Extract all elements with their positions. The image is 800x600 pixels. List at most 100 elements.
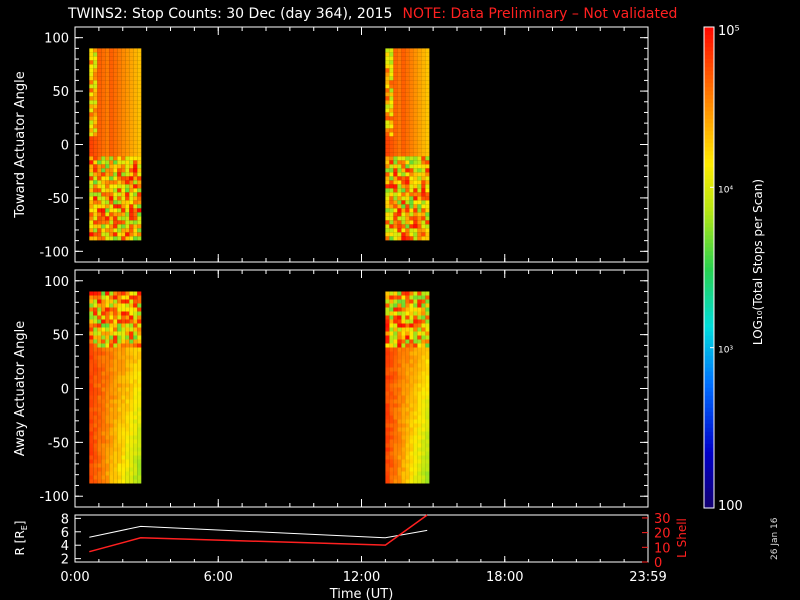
heatmap-cell xyxy=(129,88,134,93)
heatmap-cell xyxy=(409,92,414,97)
heatmap-cell xyxy=(425,128,430,133)
heatmap-cell xyxy=(421,116,426,121)
colorbar-segment xyxy=(704,283,714,289)
heatmap-cell xyxy=(125,104,130,109)
heatmap-cell xyxy=(389,116,394,121)
heatmap-cell xyxy=(117,463,122,468)
heatmap-cell xyxy=(93,56,98,61)
heatmap-cell xyxy=(133,236,138,241)
heatmap-cell xyxy=(413,236,418,241)
heatmap-cell xyxy=(121,327,126,332)
heatmap-cell xyxy=(385,319,390,324)
r-tick-label: 2 xyxy=(61,553,69,568)
heatmap-cell xyxy=(409,383,414,388)
heatmap-cell xyxy=(133,200,138,205)
heatmap-cell xyxy=(389,371,394,376)
heatmap-cell xyxy=(97,383,102,388)
heatmap-cell xyxy=(385,108,390,113)
heatmap-cell xyxy=(125,216,130,221)
heatmap-cell xyxy=(125,415,130,420)
heatmap-cell xyxy=(117,291,122,296)
heatmap-cell xyxy=(105,395,110,400)
heatmap-cell xyxy=(125,395,130,400)
heatmap-cell xyxy=(97,439,102,444)
heatmap-cell xyxy=(389,387,394,392)
heatmap-cell xyxy=(389,220,394,225)
heatmap-cell xyxy=(413,455,418,460)
heatmap-cell xyxy=(397,295,402,300)
heatmap-cell xyxy=(117,180,122,185)
heatmap-cell xyxy=(105,479,110,484)
heatmap-cell xyxy=(105,108,110,113)
heatmap-cell xyxy=(101,423,106,428)
heatmap-cell xyxy=(409,144,414,149)
heatmap-cell xyxy=(405,455,410,460)
colorbar-segment xyxy=(704,195,714,200)
heatmap-cell xyxy=(97,168,102,173)
heatmap-cell xyxy=(89,188,94,193)
heatmap-cell xyxy=(385,232,390,237)
heatmap-cell xyxy=(113,387,118,392)
heatmap-cell xyxy=(393,148,398,153)
heatmap-cell xyxy=(89,367,94,372)
y-tick-label: -50 xyxy=(48,192,69,207)
heatmap-cell xyxy=(409,395,414,400)
heatmap-cell xyxy=(129,399,134,404)
heatmap-cell xyxy=(417,443,422,448)
heatmap-cell xyxy=(409,411,414,416)
colorbar-segment xyxy=(704,39,714,44)
heatmap-cell xyxy=(409,463,414,468)
heatmap-cell xyxy=(121,184,126,189)
colorbar-segment xyxy=(704,315,714,321)
heatmap-cell xyxy=(101,471,106,476)
heatmap-cell xyxy=(425,419,430,424)
heatmap-cell xyxy=(133,124,138,129)
heatmap-cell xyxy=(389,403,394,408)
heatmap-cell xyxy=(389,455,394,460)
heatmap-cell xyxy=(397,423,402,428)
heatmap-cell xyxy=(413,208,418,213)
heatmap-cell xyxy=(133,355,138,360)
heatmap-cell xyxy=(129,363,134,368)
heatmap-cell xyxy=(425,112,430,117)
heatmap-cell xyxy=(385,176,390,181)
heatmap-cell xyxy=(405,236,410,241)
heatmap-cell xyxy=(413,419,418,424)
heatmap-cell xyxy=(121,467,126,472)
colorbar-segment xyxy=(704,123,714,128)
heatmap-cell xyxy=(129,220,134,225)
heatmap-cell xyxy=(93,391,98,396)
heatmap-cell xyxy=(405,319,410,324)
heatmap-cell xyxy=(409,120,414,125)
heatmap-cell xyxy=(125,383,130,388)
heatmap-cell xyxy=(417,467,422,472)
heatmap-cell xyxy=(109,144,114,149)
heatmap-cell xyxy=(101,76,106,81)
heatmap-cell xyxy=(405,403,410,408)
heatmap-cell xyxy=(397,220,402,225)
heatmap-cell xyxy=(389,383,394,388)
heatmap-cell xyxy=(105,52,110,57)
heatmap-cell xyxy=(133,451,138,456)
heatmap-cell xyxy=(113,463,118,468)
heatmap-cell xyxy=(405,104,410,109)
plot-title: TWINS2: Stop Counts: 30 Dec (day 364), 2… xyxy=(68,6,393,22)
heatmap-cell xyxy=(417,331,422,336)
heatmap-cell xyxy=(385,463,390,468)
heatmap-cell xyxy=(401,224,406,229)
heatmap-cell xyxy=(409,439,414,444)
heatmap-cell xyxy=(117,196,122,201)
heatmap-cell xyxy=(401,212,406,217)
heatmap-cell xyxy=(121,164,126,169)
heatmap-cell xyxy=(389,427,394,432)
heatmap-cell xyxy=(121,188,126,193)
colorbar-segment xyxy=(704,103,714,108)
heatmap-cell xyxy=(409,208,414,213)
heatmap-cell xyxy=(401,311,406,316)
heatmap-cell xyxy=(405,96,410,101)
heatmap-cell xyxy=(125,180,130,185)
heatmap-cell xyxy=(417,311,422,316)
heatmap-cell xyxy=(129,335,134,340)
heatmap-cell xyxy=(97,479,102,484)
heatmap-cell xyxy=(97,180,102,185)
